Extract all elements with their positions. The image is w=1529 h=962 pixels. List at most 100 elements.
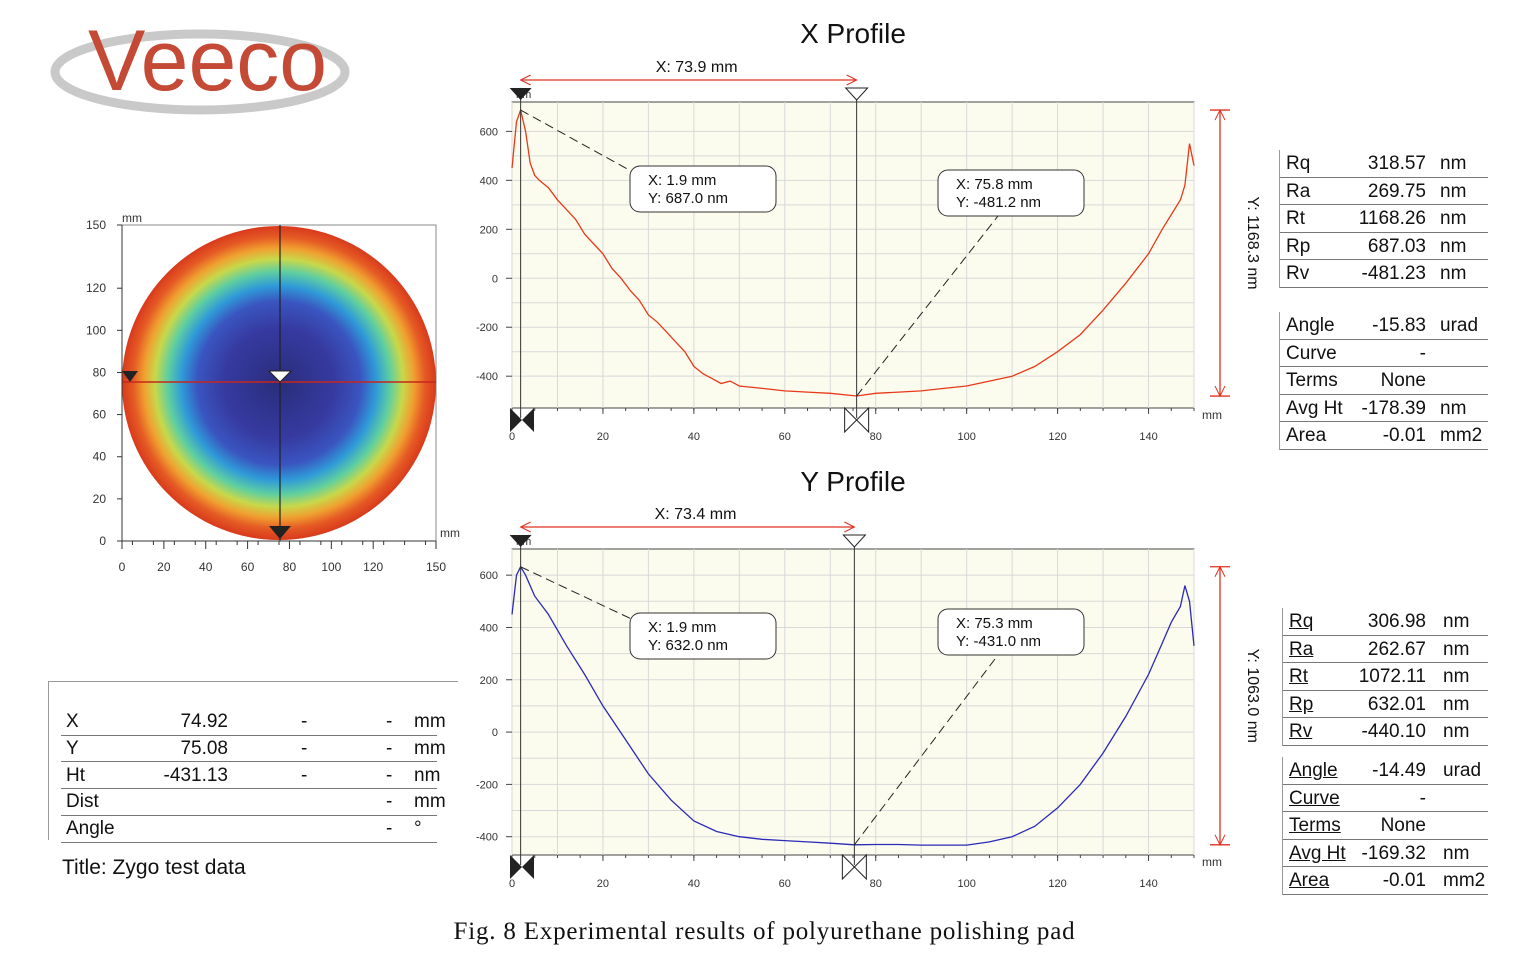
x-profile-title: X Profile (800, 18, 906, 49)
span-arrowhead (844, 521, 856, 533)
stat-row: Ra 262.67 nm (1283, 636, 1488, 664)
map-unit-x: mm (440, 526, 460, 540)
right-cursor-marker (844, 87, 869, 101)
left-bottom-marker (522, 855, 534, 879)
stat-label: Rq (1286, 153, 1311, 174)
stat-row: Terms None (1280, 367, 1488, 395)
stat-row: Ra 269.75 nm (1280, 178, 1488, 206)
annotation-y: Y: -431.0 nm (956, 633, 1041, 650)
y-tick-label: 400 (480, 175, 498, 187)
position-row: X 74.92- - mm (61, 708, 446, 736)
position-cell-value: 74.92 (180, 711, 228, 732)
stat-unit: nm (1443, 721, 1470, 743)
height-label: Y: 1168.3 nm (1244, 197, 1260, 290)
stat-row: Rt 1168.26 nm (1280, 205, 1488, 233)
position-row: Dist - mm (61, 788, 446, 816)
y-tick-label: 600 (480, 570, 498, 582)
y-tick-label: 200 (480, 675, 498, 687)
stat-row: Rp 687.03 nm (1280, 233, 1488, 261)
stat-value: 632.01 (1367, 693, 1426, 715)
plot-area (511, 548, 1195, 856)
x-tick-label: 60 (779, 878, 791, 890)
height-arrowhead (1214, 385, 1226, 398)
x-tick-label: 140 (1139, 431, 1157, 443)
position-cell-c3: - (386, 818, 393, 840)
map-left-marker (122, 371, 138, 382)
x-tick-label: 100 (957, 878, 975, 890)
position-table: X 74.92- - mm Y 75.08- - mm Ht -431.13- - nm Dist - mm… (48, 681, 458, 843)
stat-row: Area -0.01 mm2 (1283, 867, 1488, 895)
stat-value: - (1419, 342, 1426, 364)
x-tick-label: 0 (509, 431, 515, 443)
plot-area (511, 101, 1195, 409)
stat-label: Ra (1286, 180, 1311, 202)
y-profile-title: Y Profile (800, 466, 906, 497)
stat-label: Rq (1289, 611, 1314, 632)
stat-unit: urad (1440, 315, 1479, 336)
stat-value: None (1380, 815, 1426, 837)
stat-row: Rv -440.10 nm (1283, 718, 1488, 746)
x-tick-label: 140 (1139, 878, 1157, 890)
position-cell-value: 75.08 (180, 737, 228, 759)
stat-row: Angle -14.49 urad (1283, 757, 1488, 785)
right-bottom-marker (841, 853, 856, 881)
stat-value: 1168.26 (1358, 208, 1426, 230)
stat-row: Angle -15.83 urad (1280, 312, 1488, 340)
position-row: Angle - ° (61, 815, 437, 843)
map-x-tick-label: 150 (426, 560, 446, 574)
right-bottom-marker (855, 406, 870, 434)
height-label: Y: 1063.0 nm (1244, 649, 1260, 743)
annotation-leader (520, 566, 641, 624)
x-tick-label: 80 (870, 878, 882, 890)
left-bottom-marker (510, 855, 522, 879)
x-profile-chart: 0204060801001201406004002000-200-400mmnm… (476, 59, 1260, 443)
position-row: Y 75.08- - mm (61, 735, 446, 763)
stat-value: 1072.11 (1358, 666, 1426, 688)
left-cursor-marker (509, 88, 532, 100)
stat-row: Avg Ht -169.32 nm (1283, 840, 1488, 868)
position-cell-c2: - (301, 764, 308, 786)
stat-row: Area -0.01 mm2 (1280, 422, 1488, 450)
annotation-x: X: 1.9 mm (648, 172, 716, 189)
stat-value: 262.67 (1367, 638, 1426, 660)
y-tick-label: -400 (476, 371, 498, 383)
stat-row: Curve - (1283, 785, 1488, 813)
stat-row: Rq 318.57 nm (1280, 150, 1488, 178)
annotation-box (629, 612, 777, 660)
profile-line (511, 107, 1195, 397)
annotation-box (937, 169, 1085, 217)
figure-caption: Fig. 8 Experimental results of polyureth… (453, 918, 1076, 945)
pad-surface (122, 226, 436, 540)
y-geometry-stats: Angle -14.49 urad Curve - Terms None Avg Ht -169… (1282, 757, 1488, 895)
left-bottom-marker (510, 408, 522, 432)
map-unit-y: mm (122, 211, 142, 225)
x-geometry-stats: Angle -15.83 urad Curve - Terms None Avg Ht -178… (1279, 312, 1488, 450)
stat-value: -440.10 (1361, 721, 1426, 743)
height-arrowhead (1214, 565, 1226, 578)
left-bottom-marker (522, 408, 534, 432)
height-arrowhead (1214, 108, 1226, 121)
stat-unit: nm (1440, 208, 1467, 230)
stat-unit: nm (1443, 666, 1470, 688)
map-x-tick-label: 60 (241, 560, 255, 574)
span-arrowhead (519, 74, 531, 86)
stat-label: Rt (1286, 208, 1305, 230)
stat-value: -178.39 (1361, 397, 1426, 419)
map-y-tick-label: 0 (99, 534, 106, 548)
y-tick-label: 200 (480, 224, 498, 236)
stat-unit: nm (1443, 693, 1470, 715)
map-x-tick-label: 0 (119, 560, 126, 574)
stat-row: Avg Ht -178.39 nm (1280, 395, 1488, 423)
logo-text: Veeco (88, 13, 327, 109)
position-cell-unit: mm (414, 711, 446, 732)
position-row: Ht -431.13- - nm (61, 762, 440, 790)
position-cell-unit: mm (414, 737, 446, 759)
stat-label: Terms (1286, 370, 1338, 392)
y-tick-label: 400 (480, 622, 498, 634)
stat-value: 318.57 (1367, 153, 1426, 174)
stat-value: 306.98 (1367, 611, 1426, 632)
x-tick-label: 20 (597, 878, 609, 890)
veeco-logo: Veeco (50, 13, 350, 115)
map-x-tick-label: 100 (321, 560, 341, 574)
span-arrowhead (846, 74, 858, 86)
